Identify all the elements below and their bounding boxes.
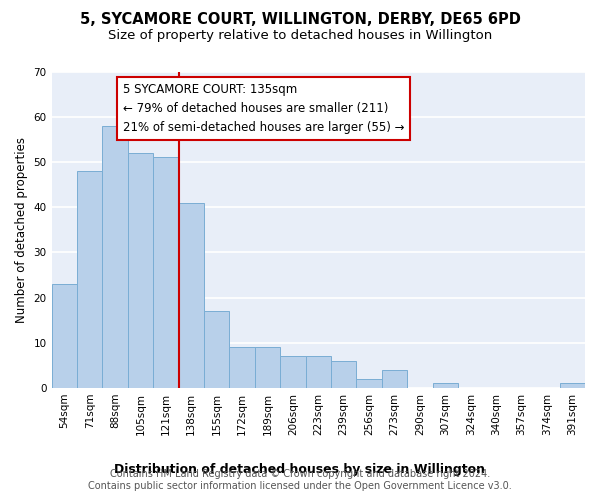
Bar [103,126,128,388]
Text: Size of property relative to detached houses in Willington: Size of property relative to detached ho… [108,29,492,42]
Bar [560,384,585,388]
Text: 5, SYCAMORE COURT, WILLINGTON, DERBY, DE65 6PD: 5, SYCAMORE COURT, WILLINGTON, DERBY, DE… [80,12,520,28]
Bar [331,361,356,388]
Bar [128,153,153,388]
Text: Contains HM Land Registry data © Crown copyright and database right 2024.
Contai: Contains HM Land Registry data © Crown c… [88,470,512,491]
Bar [204,311,229,388]
Bar [433,384,458,388]
Bar [255,348,280,388]
Bar [305,356,331,388]
Bar [52,284,77,388]
Y-axis label: Number of detached properties: Number of detached properties [15,137,28,323]
Text: 5 SYCAMORE COURT: 135sqm
← 79% of detached houses are smaller (211)
21% of semi-: 5 SYCAMORE COURT: 135sqm ← 79% of detach… [122,83,404,134]
Bar [179,202,204,388]
Bar [382,370,407,388]
Bar [229,348,255,388]
Text: Distribution of detached houses by size in Willington: Distribution of detached houses by size … [115,462,485,475]
Bar [356,379,382,388]
Bar [153,158,179,388]
Bar [280,356,305,388]
Bar [77,171,103,388]
